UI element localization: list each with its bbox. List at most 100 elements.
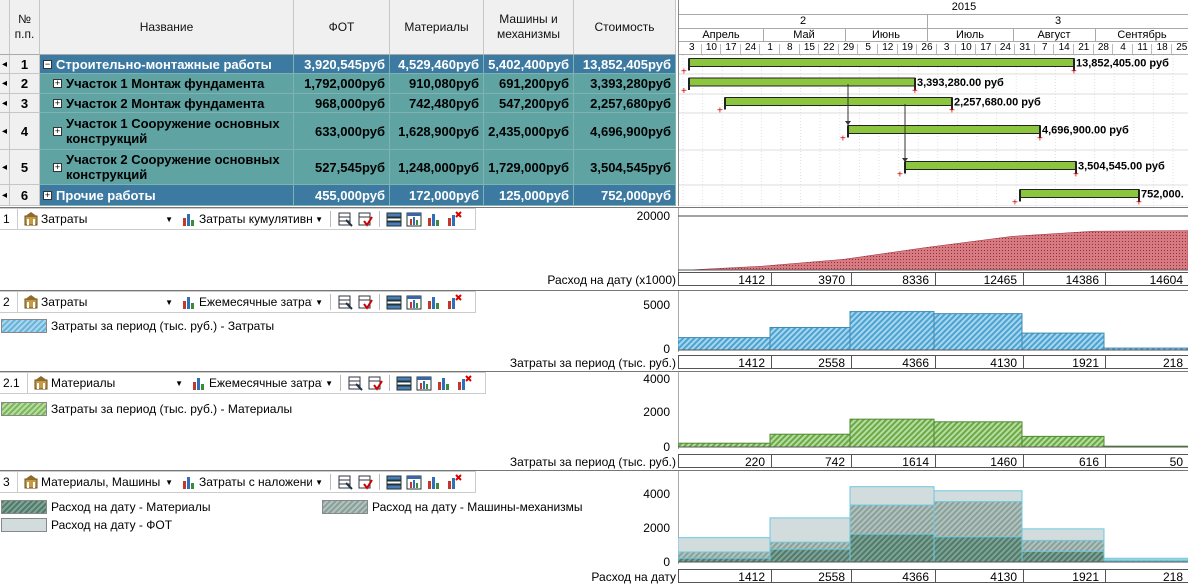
panel-3-legend-item-machines: Расход на дату - Машины-механизмы <box>322 500 583 514</box>
expand-icon[interactable]: + <box>53 161 62 172</box>
table-row[interactable]: ◂ 6 + Прочие работы 455,000руб 172,000руб 125,… <box>0 185 676 206</box>
bar[interactable] <box>1021 435 1105 448</box>
expand-icon[interactable]: + <box>43 189 52 200</box>
gantt-bar[interactable]: + +3,504,545.00 руб <box>897 161 1165 181</box>
bar-chart-icon[interactable] <box>436 375 452 391</box>
bar[interactable] <box>933 313 1023 351</box>
collapse-icon[interactable]: − <box>43 58 52 69</box>
table-row[interactable]: ◂ 2 + Участок 1 Монтаж фундамента 1,792,000р… <box>0 74 676 94</box>
table-edit-icon[interactable] <box>337 474 353 490</box>
panel-3-axis-label: Расход на дату <box>591 570 676 584</box>
gantt-bar[interactable]: + +4,696,900.00 руб <box>840 125 1129 145</box>
gantt-bar[interactable]: + +3,393,280.00 руб <box>681 77 1004 97</box>
panel-2-1-type-combo[interactable]: Ежемесячные затрат ▼ <box>186 374 336 392</box>
gantt-day: 26 <box>921 42 933 53</box>
chevron-down-icon[interactable]: ▼ <box>315 477 323 487</box>
panel-1-resource-combo[interactable]: Затраты ▼ <box>18 210 176 228</box>
month-divider <box>763 29 764 42</box>
cell-value: 547,200руб <box>498 95 569 111</box>
col-header-materials[interactable]: Материалы <box>390 0 484 55</box>
delete-chart-icon[interactable] <box>446 211 462 227</box>
rows-icon[interactable] <box>386 474 402 490</box>
delete-chart-icon[interactable] <box>456 375 472 391</box>
chart-window-icon[interactable] <box>406 474 422 490</box>
gantt-bar[interactable]: + +752,000. <box>1012 189 1184 207</box>
expand-icon[interactable]: + <box>53 125 62 136</box>
bar[interactable] <box>678 442 771 448</box>
col-header-machines[interactable]: Машины и механизмы <box>484 0 574 55</box>
bar[interactable] <box>1021 332 1105 351</box>
table-row[interactable]: ◂ 3 + Участок 2 Монтаж фундамента 968,000руб… <box>0 94 676 113</box>
chevron-down-icon[interactable]: ▼ <box>315 297 323 307</box>
panel-3-chart[interactable] <box>678 471 1188 569</box>
table-edit-icon[interactable] <box>337 211 353 227</box>
panel-2-1-chart[interactable] <box>678 372 1188 454</box>
panel-3-resource-combo[interactable]: Материалы, Машины ▼ <box>18 473 176 491</box>
gantt-month-row: Апрель Май Июнь Июль Август Сентябрь <box>679 29 1188 42</box>
panel-2-1-resource-combo[interactable]: Материалы ▼ <box>28 374 186 392</box>
table-row[interactable]: ◂ 5 + Участок 2 Сооружение основных констру… <box>0 150 676 185</box>
bar-chart-icon[interactable] <box>426 294 442 310</box>
gantt-bar[interactable]: + +13,852,405.00 руб <box>681 58 1169 78</box>
gantt-bar[interactable]: + +2,257,680.00 руб <box>717 97 1041 117</box>
panel-1-type-combo[interactable]: Затраты кумулятивны ▼ <box>176 210 326 228</box>
day-tick <box>759 44 761 54</box>
col-header-cost[interactable]: Стоимость <box>574 0 676 55</box>
table-row[interactable]: ◂ 4 + Участок 1 Сооружение основных констру… <box>0 113 676 150</box>
table-check-icon[interactable] <box>357 211 373 227</box>
bar[interactable] <box>933 421 1023 448</box>
bar[interactable] <box>769 326 851 351</box>
chevron-down-icon[interactable]: ▼ <box>165 477 173 487</box>
bar-chart-icon[interactable] <box>426 474 442 490</box>
bar[interactable] <box>849 418 935 448</box>
cell-value: 455,000руб <box>314 187 385 203</box>
panel-2-type-combo[interactable]: Ежемесячные затрат ▼ <box>176 293 326 311</box>
bar[interactable] <box>678 337 771 351</box>
delete-chart-icon[interactable] <box>446 294 462 310</box>
gantt-link-arrow <box>902 158 908 162</box>
table-row[interactable]: ◂ 1 − Строительно-монтажные работы 3,920,545… <box>0 55 676 74</box>
chevron-down-icon[interactable]: ▼ <box>325 378 333 388</box>
bar[interactable] <box>1021 550 1105 563</box>
gantt-bars-area[interactable]: + +13,852,405.00 руб+ +3,393,280.00 руб+ +2… <box>679 55 1188 206</box>
table-edit-icon[interactable] <box>337 294 353 310</box>
expand-icon[interactable]: + <box>53 97 62 108</box>
expand-icon[interactable]: + <box>53 78 62 88</box>
bar[interactable] <box>849 533 935 563</box>
table-check-icon[interactable] <box>357 474 373 490</box>
col-header-fot[interactable]: ФОТ <box>294 0 390 55</box>
row-indicator: ◂ <box>0 94 10 113</box>
panel-2-chart[interactable] <box>678 291 1188 355</box>
col-header-name[interactable]: Название <box>40 0 294 55</box>
chart-window-icon[interactable] <box>406 294 422 310</box>
delete-chart-icon[interactable] <box>446 474 462 490</box>
cell-value: 633,000руб <box>314 123 385 139</box>
bar[interactable] <box>769 433 851 448</box>
panel-2-resource-combo[interactable]: Затраты ▼ <box>18 293 176 311</box>
chart-window-icon[interactable] <box>416 375 432 391</box>
panel-3-type-combo[interactable]: Затраты с наложени ▼ <box>176 473 326 491</box>
bar[interactable] <box>769 548 851 563</box>
bar[interactable] <box>933 536 1023 563</box>
rows-icon[interactable] <box>396 375 412 391</box>
table-edit-icon[interactable] <box>347 375 363 391</box>
bar-chart-icon <box>183 477 194 489</box>
chart-window-icon[interactable] <box>406 211 422 227</box>
rows-icon[interactable] <box>386 294 402 310</box>
table-check-icon[interactable] <box>367 375 383 391</box>
gantt-bar-fill <box>904 161 1077 170</box>
chevron-down-icon[interactable]: ▼ <box>165 214 173 224</box>
col-header-num[interactable]: № п.п. <box>10 0 40 55</box>
table-check-icon[interactable] <box>357 294 373 310</box>
rows-icon[interactable] <box>386 211 402 227</box>
chevron-down-icon[interactable]: ▼ <box>165 297 173 307</box>
bar-chart-icon[interactable] <box>426 211 442 227</box>
bar[interactable] <box>849 311 935 351</box>
panel-3-tool-icons <box>335 474 464 490</box>
bar[interactable] <box>678 557 771 563</box>
chevron-down-icon[interactable]: ▼ <box>315 214 323 224</box>
chevron-down-icon[interactable]: ▼ <box>175 378 183 388</box>
panel-1-chart[interactable] <box>678 208 1188 272</box>
row-indicator: ◂ <box>0 55 10 74</box>
